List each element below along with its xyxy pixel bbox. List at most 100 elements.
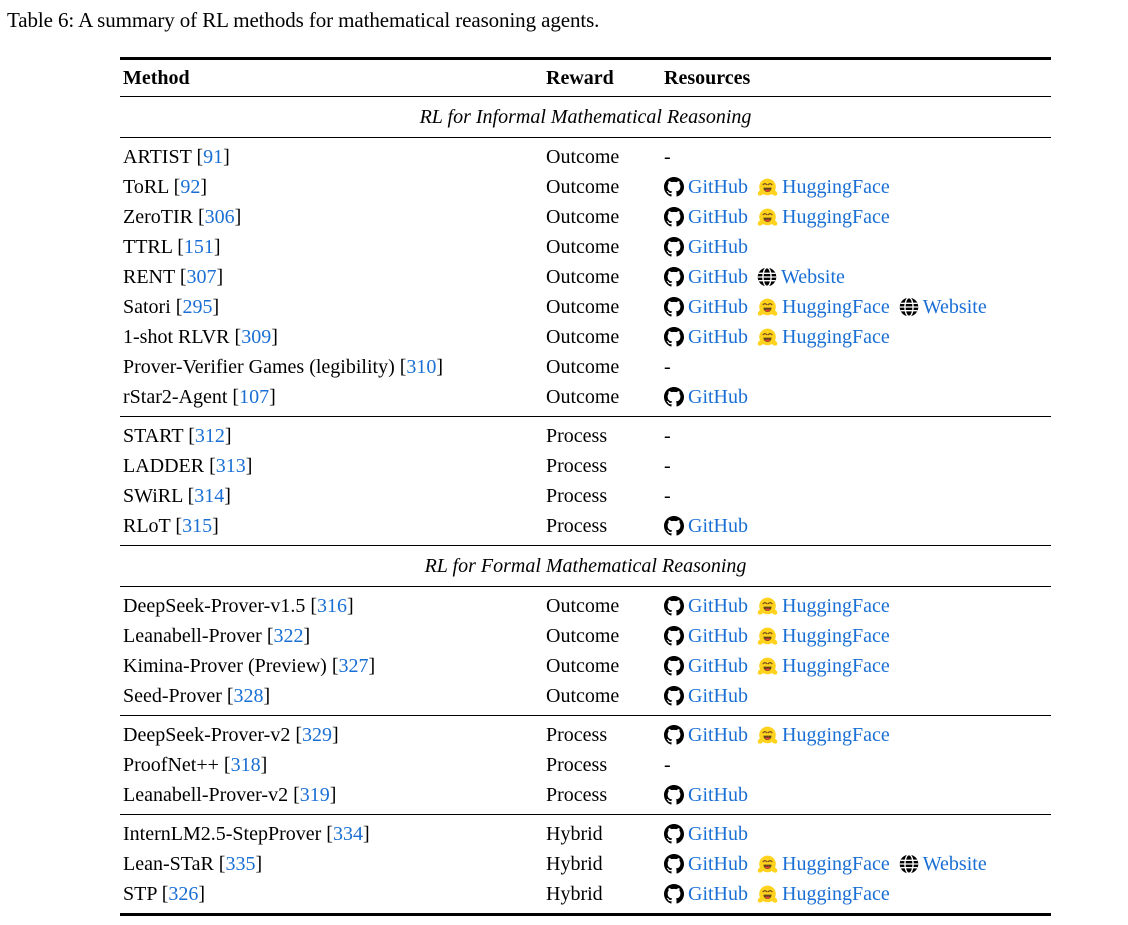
huggingface-icon: [757, 626, 778, 647]
github-link[interactable]: GitHub: [664, 853, 748, 876]
table-row: STP [326] Hybrid GitHub HuggingFace: [120, 879, 1051, 909]
citation-link[interactable]: 306: [204, 205, 235, 228]
resources-cell: -: [664, 356, 1051, 379]
github-link[interactable]: GitHub: [664, 595, 748, 618]
reward-value: Outcome: [546, 235, 620, 258]
method-cell: Lean-STaR [335]: [123, 853, 546, 876]
citation-close-bracket: ]: [269, 385, 276, 408]
github-link[interactable]: GitHub: [664, 655, 748, 678]
huggingface-link[interactable]: HuggingFace: [757, 655, 890, 678]
huggingface-link[interactable]: HuggingFace: [757, 724, 890, 747]
huggingface-link-label: HuggingFace: [782, 594, 890, 617]
no-resource-marker: -: [664, 355, 671, 378]
citation-close-bracket: ]: [212, 295, 220, 318]
method-name: Seed-Prover: [123, 684, 222, 707]
citation-link[interactable]: 319: [299, 783, 330, 806]
citation-link[interactable]: 318: [230, 753, 261, 776]
citation-link[interactable]: 334: [332, 822, 363, 845]
row-group: DeepSeek-Prover-v2 [329] Process GitHub Hug…: [120, 716, 1051, 814]
huggingface-link[interactable]: HuggingFace: [757, 595, 890, 618]
citation-open-bracket: [: [394, 355, 407, 378]
github-link[interactable]: GitHub: [664, 296, 748, 319]
github-link[interactable]: GitHub: [664, 236, 748, 259]
github-link[interactable]: GitHub: [664, 724, 748, 747]
method-name: Satori: [123, 295, 171, 318]
website-link[interactable]: Website: [899, 296, 987, 319]
citation-link[interactable]: 322: [273, 624, 304, 647]
huggingface-link-label: HuggingFace: [782, 882, 890, 905]
citation-open-bracket: [: [168, 175, 181, 198]
method-name: InternLM2.5-StepProver: [123, 822, 322, 845]
table-row: ProofNet++ [318] Process -: [120, 750, 1051, 780]
table-row: Lean-STaR [335] Hybrid GitHub HuggingFace We…: [120, 849, 1051, 879]
citation-link[interactable]: 314: [194, 484, 225, 507]
citation-close-bracket: ]: [271, 325, 278, 348]
github-link[interactable]: GitHub: [664, 176, 748, 199]
resources-cell: -: [664, 485, 1051, 508]
resources-cell: GitHub HuggingFace Website: [664, 296, 1051, 319]
citation-link[interactable]: 327: [338, 654, 369, 677]
citation-close-bracket: ]: [263, 684, 271, 707]
column-header-resources: Resources: [664, 66, 751, 89]
github-link-label: GitHub: [688, 684, 748, 707]
website-link[interactable]: Website: [899, 853, 987, 876]
citation-link[interactable]: 329: [302, 723, 332, 746]
reward-value: Process: [546, 753, 608, 776]
huggingface-link[interactable]: HuggingFace: [757, 206, 890, 229]
citation-link[interactable]: 307: [186, 265, 217, 288]
huggingface-link-label: HuggingFace: [782, 295, 890, 318]
huggingface-link[interactable]: HuggingFace: [757, 883, 890, 906]
row-group: InternLM2.5-StepProver [334] Hybrid GitHub…: [120, 815, 1051, 913]
method-cell: ProofNet++ [318]: [123, 754, 546, 777]
citation-link[interactable]: 91: [203, 145, 224, 168]
citation-open-bracket: [: [290, 723, 302, 746]
method-name: rStar2-Agent: [123, 385, 228, 408]
no-resource-marker: -: [664, 454, 671, 477]
github-link[interactable]: GitHub: [664, 784, 748, 807]
citation-link[interactable]: 315: [182, 514, 213, 537]
github-link[interactable]: GitHub: [664, 326, 748, 349]
huggingface-link[interactable]: HuggingFace: [757, 625, 890, 648]
website-link[interactable]: Website: [757, 266, 845, 289]
github-link[interactable]: GitHub: [664, 625, 748, 648]
header-bottom-rule: [120, 96, 1051, 97]
table-body: RL for Informal Mathematical Reasoning AR…: [120, 97, 1051, 913]
reward-cell: Process: [546, 754, 664, 777]
method-name: 1-shot RLVR: [123, 325, 230, 348]
github-icon: [664, 656, 684, 676]
citation-link[interactable]: 335: [225, 852, 256, 875]
github-link[interactable]: GitHub: [664, 386, 748, 409]
citation-open-bracket: [: [227, 385, 240, 408]
citation-link[interactable]: 151: [183, 235, 214, 258]
citation-link[interactable]: 316: [317, 594, 347, 617]
method-name: Kimina-Prover (Preview): [123, 654, 327, 677]
citation-link[interactable]: 295: [182, 295, 213, 318]
citation-link[interactable]: 326: [168, 882, 199, 905]
github-link[interactable]: GitHub: [664, 266, 748, 289]
reward-cell: Outcome: [546, 685, 664, 708]
citation-link[interactable]: 328: [233, 684, 264, 707]
github-link[interactable]: GitHub: [664, 823, 748, 846]
github-link[interactable]: GitHub: [664, 515, 748, 538]
section-title: RL for Formal Mathematical Reasoning: [424, 555, 747, 577]
huggingface-link[interactable]: HuggingFace: [757, 296, 890, 319]
github-link[interactable]: GitHub: [664, 206, 748, 229]
citation-link[interactable]: 309: [241, 325, 272, 348]
citation-link[interactable]: 107: [239, 385, 270, 408]
citation-link[interactable]: 313: [215, 454, 246, 477]
citation-close-bracket: ]: [224, 424, 232, 447]
huggingface-link[interactable]: HuggingFace: [757, 176, 890, 199]
reward-cell: Outcome: [546, 266, 664, 289]
citation-link[interactable]: 310: [406, 355, 437, 378]
reward-cell: Process: [546, 515, 664, 538]
huggingface-link[interactable]: HuggingFace: [757, 853, 890, 876]
github-link[interactable]: GitHub: [664, 685, 748, 708]
resources-cell: GitHub HuggingFace: [664, 326, 1051, 349]
method-cell: SWiRL [314]: [123, 485, 546, 508]
huggingface-icon: [757, 854, 778, 875]
reward-cell: Outcome: [546, 176, 664, 199]
citation-link[interactable]: 312: [194, 424, 225, 447]
github-link[interactable]: GitHub: [664, 883, 748, 906]
citation-link[interactable]: 92: [180, 175, 201, 198]
huggingface-link[interactable]: HuggingFace: [757, 326, 890, 349]
